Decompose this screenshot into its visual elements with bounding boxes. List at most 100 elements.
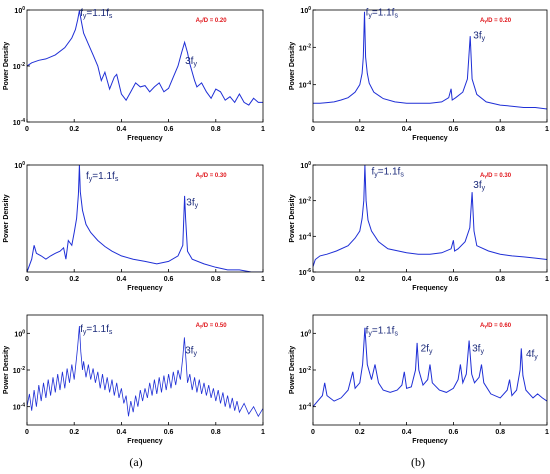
peak-annotation: 3fy [473,180,485,192]
x-tick-label: 0.2 [69,126,79,133]
annotation-part: 3f [186,198,195,209]
x-tick-label: 1 [261,429,265,436]
y-tick-base: 10 [14,331,22,338]
plot-frame [312,164,548,273]
x-tick-label: 0.8 [495,126,505,133]
y-axis-label: Power Density [289,346,296,394]
y-tick-exponent: 0 [22,329,25,335]
annotation-part: 3f [472,344,481,355]
series-line [313,165,547,267]
annotation-part: f [372,166,375,177]
y-tick-label: 10-4 [299,232,311,241]
annotation-part: 3f [185,345,194,356]
annotation-part: =1.1f [378,166,401,177]
x-tick-label: 1 [261,276,265,283]
x-tick-label: 0.2 [69,276,79,283]
column-label-b: (b) [411,455,425,469]
annotation-part: y [480,349,484,356]
annotation-part: s [400,171,404,178]
y-tick-label: 10-2 [299,366,311,375]
series-line [313,327,547,408]
x-tick-label: 0.2 [355,429,365,436]
y-tick-label: 10-2 [299,197,311,206]
annotation-part: s [109,13,113,20]
y-tick-exponent: -4 [307,232,312,238]
y-tick-label: 100 [300,329,311,338]
y-tick-label: 100 [14,329,25,338]
y-tick-base: 10 [299,270,307,277]
x-axis-label: Frequency [127,135,163,142]
y-tick-base: 10 [300,163,308,170]
peak-annotation: 3fy [185,345,197,357]
peak-annotation: 3fy [185,56,197,68]
peak-annotation: fy=1.1fs [372,166,405,178]
x-axis-label: Frequency [412,438,448,445]
annotation-part: 4f [526,349,535,360]
x-tick-label: 0.6 [164,126,174,133]
x-tick-label: 0 [311,429,315,436]
y-tick-label: 10-2 [13,62,25,71]
x-tick-label: 0.4 [402,429,412,436]
x-axis-label: Frequency [127,438,163,445]
x-tick-label: 0.2 [69,429,79,436]
x-axis-label: Frequency [127,285,163,292]
y-tick-label: 10-4 [299,403,311,412]
annotation-part: 3f [473,30,482,41]
annotation-part: y [193,61,197,68]
amplitude-ratio-label: Aᵧ/D = 0.20 [480,18,512,24]
x-tick-label: 0.2 [355,276,365,283]
plot-frame [26,164,264,273]
x-tick-label: 0 [25,276,29,283]
annotation-part: y [482,35,486,42]
series-line [27,325,263,418]
y-tick-exponent: -6 [307,268,312,274]
annotation-part: y [193,350,197,357]
peak-annotation: fy=1.1fs [80,324,113,336]
y-tick-base: 10 [13,120,21,127]
y-tick-exponent: -2 [21,62,26,68]
peak-annotation: 3fy [473,30,485,42]
x-tick-label: 0.4 [402,276,412,283]
series-line [27,10,263,106]
x-tick-label: 0.6 [449,126,459,133]
y-axis-label: Power Density [3,346,10,394]
x-tick-label: 0.6 [449,276,459,283]
panel-b-2: 0 0.2 0.4 0.6 0.8 110010-210-410-6FrequencyPo… [289,161,549,292]
x-tick-label: 1 [545,126,549,133]
amplitude-ratio-label: Aᵧ/D = 0.30 [480,173,512,179]
y-tick-label: 10-4 [13,403,25,412]
y-tick-exponent: -2 [307,197,312,203]
x-axis-label: Frequency [412,135,448,142]
annotation-part: 3f [473,180,482,191]
series-line [27,165,263,272]
plot-frame [312,9,548,123]
y-axis-label: Power Density [289,194,296,242]
annotation-part: s [109,329,113,336]
y-tick-base: 10 [13,368,21,375]
peak-annotation: fy=1.1fs [80,8,113,20]
y-tick-label: 100 [300,161,311,170]
y-tick-base: 10 [299,45,307,52]
y-tick-label: 10-6 [299,268,311,277]
y-tick-base: 10 [299,83,307,90]
panel-a-3: 0 0.2 0.4 0.6 0.8 110010-210-4FrequencyPower … [3,314,265,445]
panel-a-1: 0 0.2 0.4 0.6 0.8 110010-210-4FrequencyPower … [3,6,265,142]
plot-frame [312,314,548,426]
y-tick-exponent: -4 [21,403,26,409]
annotation-part: y [429,349,433,356]
x-tick-label: 1 [545,429,549,436]
annotation-part: f [366,8,369,19]
x-tick-label: 0.8 [211,126,221,133]
amplitude-ratio-label: Aᵧ/D = 0.60 [480,323,512,329]
y-tick-exponent: -2 [307,43,312,49]
column-label-a: (a) [129,455,142,469]
y-tick-exponent: -4 [21,118,26,124]
y-tick-exponent: -2 [21,366,26,372]
panel-b-1: 0 0.2 0.4 0.6 0.8 110010-210-4FrequencyPower … [289,6,549,142]
peak-annotation: fy=1.1fs [366,8,399,20]
x-tick-label: 0.4 [402,126,412,133]
amplitude-ratio-label: Aᵧ/D = 0.20 [196,18,228,24]
x-tick-label: 0.8 [211,429,221,436]
annotation-part: =1.1f [92,171,115,182]
